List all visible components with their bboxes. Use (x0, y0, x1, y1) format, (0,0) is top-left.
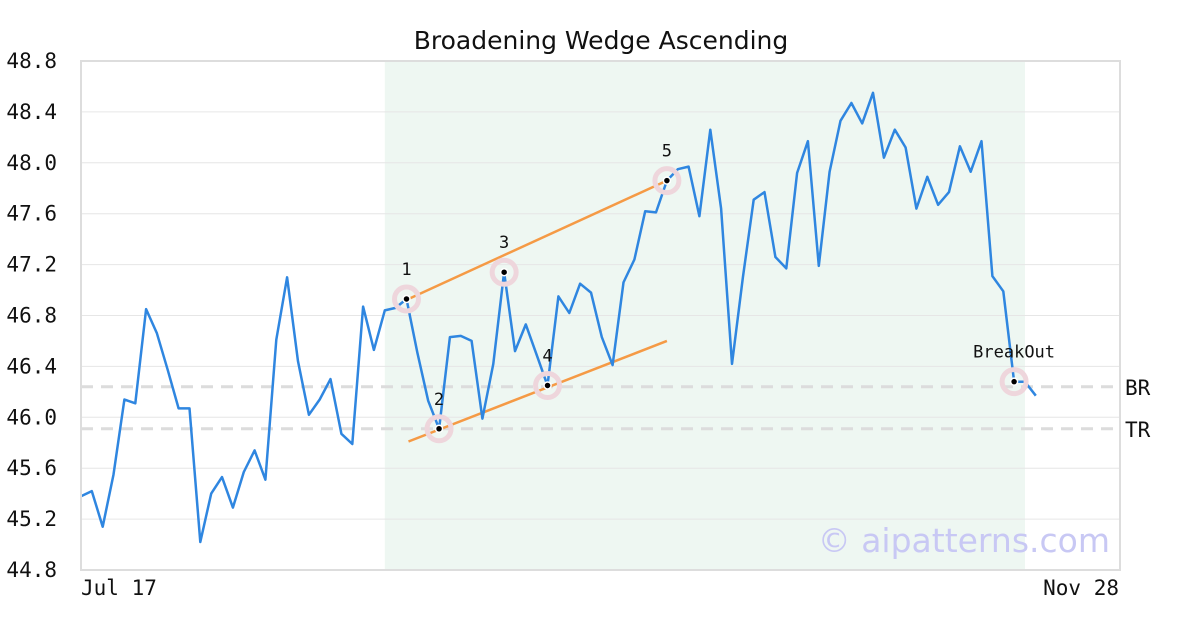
pattern-point-label: 5 (662, 142, 672, 162)
y-tick-label: 47.6 (6, 202, 57, 226)
chart-title: Broadening Wedge Ascending (414, 26, 789, 55)
pattern-point-ring (392, 284, 421, 314)
watermark: © aipatterns.com (818, 521, 1110, 560)
y-axis-ticks: 44.8 45.2 45.6 46.0 46.4 46.8 47.2 47.6 48.0 48.4… (6, 49, 57, 582)
pattern-point (402, 294, 411, 304)
y-tick-label: 46.4 (6, 354, 57, 378)
price-series-line (80, 91, 1037, 544)
trendline (407, 179, 668, 301)
plot-frame (80, 60, 1121, 571)
pattern-point-label: 4 (542, 346, 552, 366)
y-tick-label: 45.2 (6, 507, 57, 531)
pattern-point-ring (424, 414, 454, 444)
pattern-point (1009, 377, 1019, 386)
pattern-point (499, 267, 509, 277)
pattern-point-ring (999, 367, 1029, 397)
pattern-point-label: 2 (434, 390, 444, 410)
x-tick-start: Jul 17 (81, 576, 157, 600)
pattern-point-ring (652, 166, 682, 196)
pattern-point-label: 3 (499, 233, 509, 253)
y-tick-label: 47.2 (6, 253, 57, 277)
y-tick-label: 48.4 (6, 100, 57, 124)
y-tick-label: 48.8 (6, 49, 57, 73)
pattern-point-label: BreakOut (973, 343, 1055, 363)
y-tick-label: 46.8 (6, 304, 57, 328)
pattern-point (662, 176, 672, 185)
y-tick-label: 44.8 (6, 558, 57, 582)
y-tick-label: 46.0 (6, 405, 57, 429)
pattern-point-ring (533, 370, 563, 400)
reference-lines: BR TR (81, 376, 1151, 442)
reference-line-label: BR (1125, 376, 1151, 400)
pattern-points: 1 2 3 4 5 BreakOut (392, 142, 1055, 444)
pattern-point (543, 381, 552, 390)
y-tick-label: 48.0 (6, 151, 57, 175)
pattern-point (434, 424, 444, 434)
reference-line-label: TR (1125, 418, 1151, 442)
pattern-point-label: 1 (401, 260, 411, 280)
x-tick-end: Nov 28 (1043, 576, 1119, 600)
pattern-point-ring (489, 257, 519, 287)
y-tick-label: 45.6 (6, 456, 57, 480)
